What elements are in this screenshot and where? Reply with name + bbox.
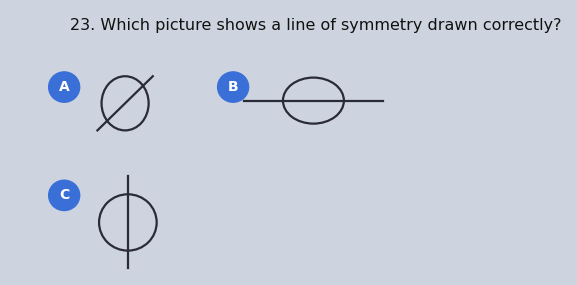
Text: 23. Which picture shows a line of symmetry drawn correctly?: 23. Which picture shows a line of symmet… xyxy=(70,18,562,33)
Circle shape xyxy=(48,72,80,102)
Text: C: C xyxy=(59,188,69,202)
Text: A: A xyxy=(59,80,70,94)
Circle shape xyxy=(48,180,80,211)
Circle shape xyxy=(218,72,249,102)
Text: B: B xyxy=(228,80,238,94)
